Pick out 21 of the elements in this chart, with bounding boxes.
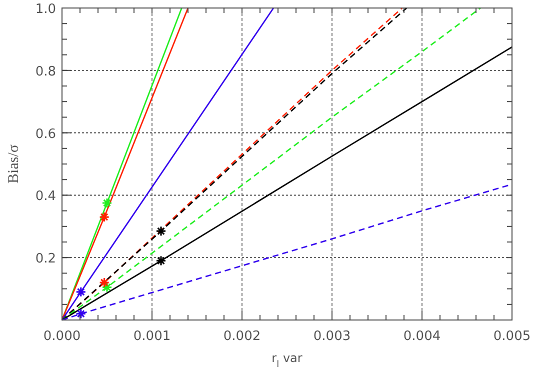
point <box>156 255 166 266</box>
y-tick-label: 0.8 <box>35 64 56 80</box>
x-tick-label: 0.004 <box>403 329 441 344</box>
x-tick-label: 0.001 <box>133 329 171 344</box>
y-tick-label: 0.4 <box>35 189 56 204</box>
point <box>102 198 112 208</box>
point <box>156 226 166 236</box>
x-axis-title: r$_{l}$ var <box>272 351 302 370</box>
point <box>99 277 110 288</box>
x-tick-label: 0.003 <box>313 329 351 344</box>
x-tick-label: 0.005 <box>493 329 531 344</box>
y-tick-label: 0.6 <box>35 126 56 142</box>
point <box>102 282 112 293</box>
point <box>76 308 86 320</box>
y-axis-title: Bias/σ <box>6 144 22 184</box>
point <box>99 212 110 222</box>
y-tick-label: 0.2 <box>35 252 56 267</box>
y-tick-label: 1.0 <box>35 2 56 17</box>
point <box>76 286 86 298</box>
x-tick-label: 0.002 <box>223 329 261 344</box>
x-tick-label: 0.000 <box>43 329 81 344</box>
